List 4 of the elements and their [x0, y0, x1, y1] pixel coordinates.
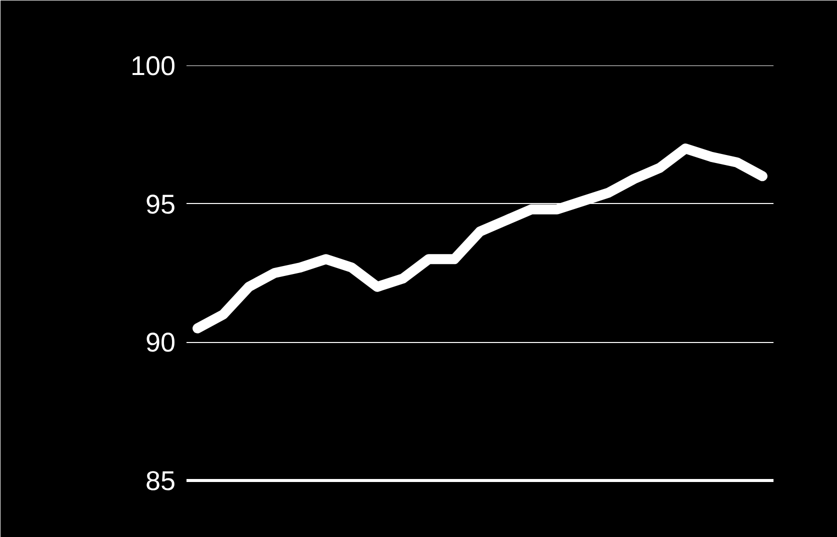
- y-tick-label: 95: [145, 189, 176, 220]
- y-tick-label: 85: [145, 466, 176, 496]
- y-tick-label: 90: [145, 328, 176, 358]
- y-tick-label: 100: [130, 51, 176, 81]
